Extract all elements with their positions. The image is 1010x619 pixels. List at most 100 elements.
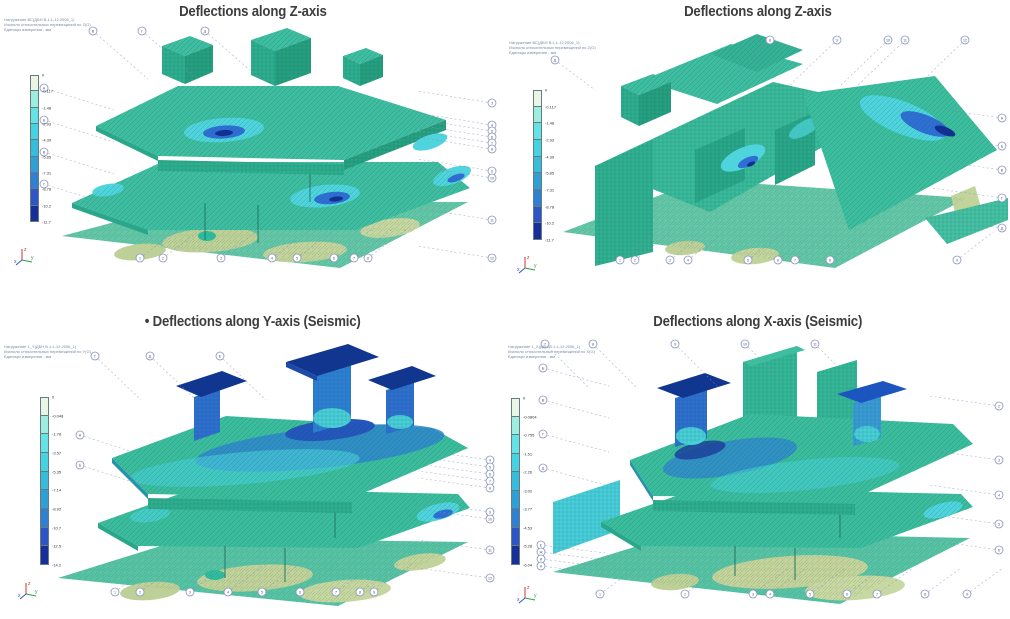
legend-color-cell: [533, 223, 542, 240]
legend-tick-value: -0.0804: [523, 414, 537, 420]
legend-color-cell: [533, 90, 542, 107]
grid-leader-line: [777, 231, 815, 261]
panel-title: Deflections along Z-axis: [0, 3, 505, 20]
grid-leader-line: [687, 231, 725, 261]
grid-leader-line: [788, 39, 838, 87]
grid-leader-line: [928, 484, 1000, 496]
legend-color-cell: [533, 189, 542, 207]
legend-color-cell: [40, 452, 49, 472]
grid-axis-label: Д: [149, 354, 152, 358]
grid-axis-marker: [90, 351, 100, 361]
grid-leader-line: [540, 565, 606, 575]
legend-color-cell: [533, 206, 542, 224]
grid-axis-label: 8: [367, 256, 369, 260]
grid-leader-line: [931, 159, 1003, 171]
legend-tick-value: -1.48: [545, 120, 555, 126]
model-surface: [162, 46, 185, 84]
displacement-contour-blob: [720, 144, 766, 172]
model-surface: [343, 56, 360, 86]
grid-axis-marker: [487, 173, 497, 183]
grid-axis-label: 9: [674, 342, 676, 346]
grid-axis-label: 5: [489, 465, 491, 469]
grid-axis-marker: [883, 35, 893, 45]
grid-axis-marker: [39, 147, 49, 157]
grid-axis-label: 11: [903, 38, 907, 42]
model-surface: [185, 45, 213, 84]
grid-leader-line: [916, 39, 966, 87]
grid-axis-marker: [135, 253, 145, 263]
legend-tick-value: -3.02: [523, 488, 533, 494]
info-line: Нагружение ВС(ДБН В.1.1-12:2006_1): [509, 40, 580, 45]
grid-axis-label: 12: [488, 576, 492, 580]
model-surface: [251, 28, 311, 51]
grid-leader-line: [931, 107, 1003, 119]
model-surface: [343, 48, 383, 64]
grid-leader-line: [416, 130, 493, 144]
grid-axis-marker: [994, 455, 1004, 465]
legend-tick-value: -8.78: [42, 186, 52, 192]
grid-axis-label: Б: [542, 366, 545, 370]
grid-leader-line: [417, 508, 491, 520]
grid-axis-marker: [994, 519, 1004, 529]
grid-axis-label: 11: [490, 218, 494, 222]
model-surface: [601, 522, 641, 551]
grid-axis-marker: [538, 395, 548, 405]
grid-axis-label: 9: [491, 169, 493, 173]
legend-color-cell: [40, 415, 49, 435]
grid-axis-marker: [257, 587, 267, 597]
model-surface: [72, 203, 148, 235]
legend-color-cell: [30, 205, 39, 222]
grid-axis-marker: [267, 253, 277, 263]
legend-tick-value: -1.51: [523, 451, 533, 457]
grid-leader-line: [43, 183, 115, 207]
legend-color-cell: [30, 107, 39, 124]
grid-leader-line: [928, 449, 1000, 461]
grid-axis-marker: [39, 83, 49, 93]
grid-axis-marker: [994, 545, 1004, 555]
grid-leader-line: [271, 227, 313, 259]
grid-leader-line: [261, 563, 301, 593]
grid-leader-line: [684, 567, 722, 595]
color-scale-legend: 0 -0.048 -1.78 -3.57 -5.35 -7.14 -8.92 -10.7 -12…: [40, 395, 63, 568]
info-line: Единицы измерения - мм: [509, 50, 557, 55]
panel-title-text: Deflections along Z-axis: [683, 3, 832, 20]
grid-axis-marker: [900, 35, 910, 45]
grid-leader-line: [721, 39, 771, 87]
grid-axis-label: Е: [219, 354, 222, 358]
legend-tick-value: -8.78: [545, 204, 555, 210]
grid-axis-label: В: [542, 398, 545, 402]
grid-axis-marker: [538, 463, 548, 473]
grid-leader-line: [956, 231, 994, 261]
legend-tick-value: 0: [523, 395, 526, 401]
grid-axis-label: 2: [162, 256, 164, 260]
model-surface: [96, 86, 446, 160]
grid-axis-marker: [75, 430, 85, 440]
grid-axis-label: 3: [491, 101, 493, 105]
grid-leader-line: [931, 217, 1003, 229]
model-surface: [275, 38, 311, 86]
grid-axis-label: 6: [299, 590, 301, 594]
grid-leader-line: [149, 355, 197, 401]
grid-axis-label: 6: [489, 472, 491, 476]
grid-axis-marker: [872, 589, 882, 599]
grid-axis-marker: [962, 589, 972, 599]
grid-axis-label: 2: [139, 590, 141, 594]
model-surface: [675, 389, 707, 447]
model-surface: [657, 373, 731, 398]
grid-leader-line: [416, 136, 493, 150]
grid-leader-line: [417, 477, 491, 489]
grid-axis-label: 8: [359, 590, 361, 594]
info-line: Единицы измерения - мм: [508, 354, 556, 359]
result-info-text: Нагружение ВС(ДБН В.1.1-12:2006_1) Изопо…: [509, 40, 596, 55]
grid-axis-label: 9: [489, 510, 491, 514]
grid-leader-line: [296, 227, 338, 259]
grid-axis-label: 10: [886, 38, 890, 42]
grid-leader-line: [794, 231, 832, 261]
grid-leader-line: [43, 119, 115, 143]
legend-tick-value: -5.85: [42, 154, 52, 160]
grid-leader-line: [540, 551, 606, 561]
grid-leader-line: [417, 470, 491, 482]
grid-axis-label: 1: [114, 590, 116, 594]
grid-axis-marker: [485, 545, 495, 555]
grid-axis-marker: [135, 587, 145, 597]
